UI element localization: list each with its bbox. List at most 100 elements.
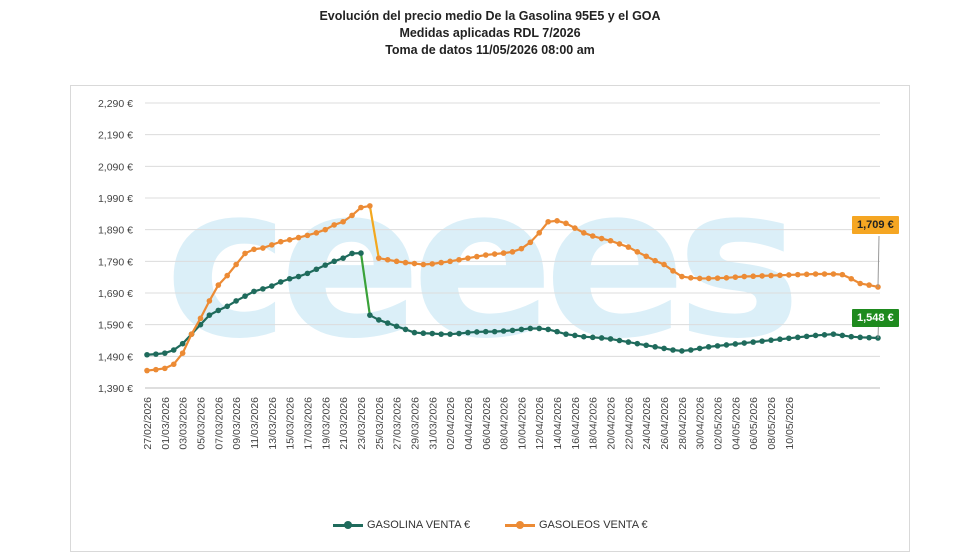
x-tick-label: 21/03/2026: [338, 397, 350, 450]
x-tick-label: 08/05/2026: [766, 397, 778, 450]
series-0-point: [803, 333, 810, 340]
series-1-point: [491, 251, 498, 257]
y-tick-label: 1,590 €: [98, 320, 133, 332]
series-1-point: [304, 232, 311, 239]
series-0-point: [616, 337, 623, 344]
series-1-point: [741, 273, 748, 280]
series-1-point: [358, 204, 364, 211]
series-1-point: [554, 218, 560, 224]
series-1-point: [625, 244, 632, 250]
series-1-point: [652, 257, 658, 264]
series-1-point: [661, 261, 667, 268]
series-1-point: [723, 275, 730, 281]
series-1-point: [349, 212, 355, 219]
series-0-point: [465, 329, 471, 336]
series-0-point: [607, 336, 614, 342]
series-1-point: [759, 273, 765, 279]
series-1-point: [777, 272, 783, 279]
series-1-point: [179, 350, 186, 356]
series-0-point: [598, 335, 605, 341]
x-tick-label: 02/05/2026: [713, 397, 725, 450]
series-0-point: [839, 332, 846, 339]
series-1-point: [465, 255, 471, 261]
chart-frame: [70, 85, 910, 552]
series-0-point: [518, 326, 525, 333]
legend-swatch-gasolina: [333, 520, 363, 530]
series-0-point: [384, 320, 391, 326]
series-1-point: [313, 230, 320, 236]
legend-swatch-gasoleos: [505, 520, 535, 530]
series-1-point: [322, 226, 329, 233]
series-1-point: [848, 275, 855, 282]
series-0-point: [447, 331, 453, 337]
series-0-point: [233, 298, 239, 304]
series-0-point: [741, 340, 748, 346]
series-0-point: [830, 331, 837, 337]
x-tick-label: 24/04/2026: [641, 397, 653, 450]
series-0-point: [456, 330, 462, 337]
x-tick-label: 31/03/2026: [427, 397, 439, 450]
series-1-point: [581, 230, 587, 236]
chart-titles: Evolución del precio medio De la Gasolin…: [0, 8, 980, 59]
series-0-point: [331, 258, 338, 265]
series-0-point: [652, 344, 658, 350]
series-0-point: [625, 339, 632, 345]
series-1-point: [732, 274, 739, 280]
x-tick-label: 28/04/2026: [677, 397, 689, 450]
x-tick-label: 06/04/2026: [481, 397, 493, 450]
x-tick-label: 03/03/2026: [178, 397, 190, 450]
y-tick-label: 2,090 €: [98, 161, 133, 173]
series-1-point: [269, 242, 275, 248]
series-0-point: [714, 343, 721, 349]
series-0-point: [866, 334, 872, 341]
series-1-point: [768, 272, 774, 279]
series-1-point: [705, 275, 712, 282]
series-0-point: [260, 286, 266, 292]
series-1-point: [598, 235, 605, 242]
x-tick-label: 12/04/2026: [534, 397, 546, 450]
y-tick-label: 1,690 €: [98, 288, 133, 300]
series-1-point: [794, 271, 801, 278]
series-1-point: [206, 298, 213, 304]
callout-leader-line: [877, 235, 880, 287]
series-1-point: [509, 249, 516, 255]
series-1-point: [589, 233, 596, 239]
series-0-point: [634, 340, 641, 347]
x-tick-label: 15/03/2026: [285, 397, 297, 450]
series-1-point: [679, 273, 685, 280]
series-0-point: [679, 348, 685, 354]
series-1-point: [340, 218, 346, 225]
series-1-point: [420, 261, 427, 268]
series-0-point: [411, 329, 418, 336]
series-1-point: [215, 282, 222, 288]
series-1-point: [411, 260, 418, 267]
x-tick-label: 11/03/2026: [249, 397, 261, 449]
series-0-point: [474, 329, 480, 335]
series-0-point: [322, 262, 329, 268]
series-1-point: [616, 241, 623, 247]
series-1-point: [162, 365, 168, 372]
watermark-logo: ceees: [165, 140, 793, 385]
series-line-1-drop: [368, 205, 380, 259]
series-1-point: [251, 246, 257, 253]
y-tick-label: 1,490 €: [98, 351, 133, 363]
series-1-point: [295, 234, 302, 241]
series-1-point: [367, 203, 373, 209]
callout-gasolina-last-value: 1,548 €: [852, 309, 899, 327]
series-1-point: [839, 271, 846, 278]
series-1-point: [536, 230, 543, 236]
series-1-point: [670, 268, 676, 274]
series-1-point: [242, 250, 248, 257]
series-1-point: [687, 275, 694, 281]
legend-item-gasoleos: GASOLEOS VENTA €: [505, 519, 648, 531]
chart-subtitle: Medidas aplicadas RDL 7/2026: [399, 26, 581, 40]
series-1-point: [393, 258, 400, 265]
legend-label-gasolina: GASOLINA VENTA €: [367, 519, 471, 531]
series-1-point: [144, 367, 150, 374]
x-tick-label: 20/04/2026: [606, 397, 618, 450]
series-0-point: [251, 288, 257, 295]
series-1-point: [545, 218, 551, 225]
x-tick-label: 22/04/2026: [623, 397, 635, 450]
series-0-point: [269, 283, 275, 289]
